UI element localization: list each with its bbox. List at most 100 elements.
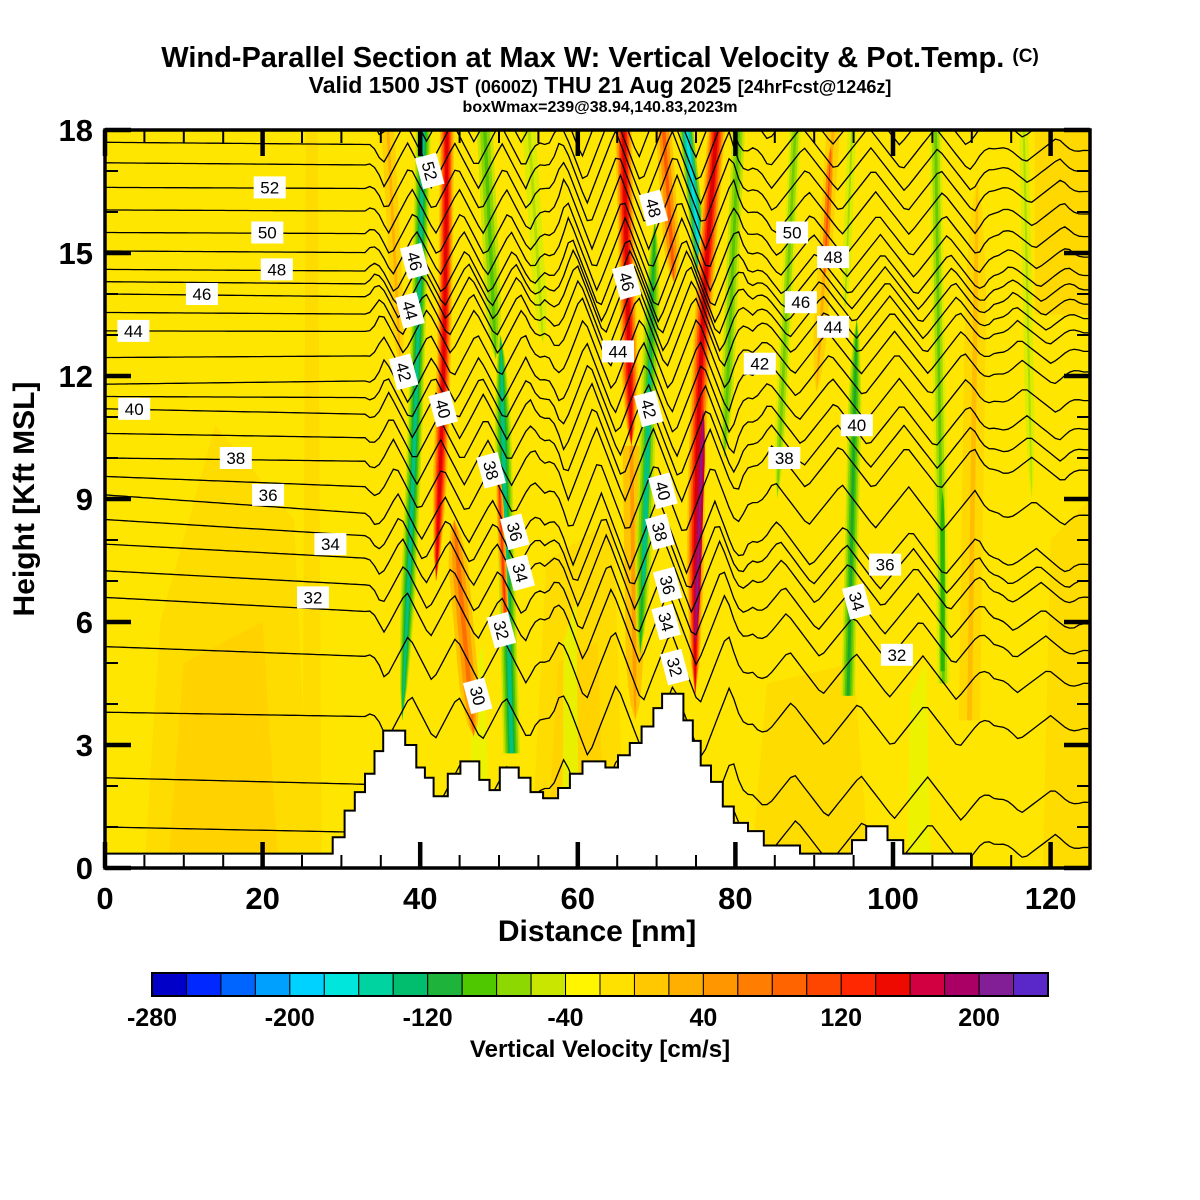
theta-contour-49 (105, 215, 1089, 293)
contour-label-text: 36 (503, 520, 526, 543)
colorbar-segment-0 (633, 972, 670, 997)
contour-label-34: 34 (505, 554, 536, 592)
vv-band-downdraft-117-layer1 (1022, 130, 1032, 499)
contour-label-box (476, 451, 506, 489)
contour-labels-layer: 52 50 48 46 44 40 38 36 34 32 52 46 44 42 40 38 36 34 32 30… (117, 152, 913, 715)
contour-label-32: 32 (486, 611, 517, 649)
contour-label-text: 48 (824, 248, 843, 267)
contour-label-text: 42 (392, 360, 415, 383)
y-tick-label: 9 (76, 482, 93, 517)
y-tick-label: 12 (59, 359, 93, 394)
contour-label-text: 50 (258, 224, 277, 243)
contour-label-44: 44 (817, 315, 850, 338)
contour-label-box (768, 447, 801, 469)
colorbar-tick-label: -120 (403, 1004, 453, 1032)
contour-label-text: 52 (418, 160, 441, 183)
contour-label-text: 32 (489, 619, 512, 642)
contour-label-40: 40 (648, 472, 678, 510)
contour-label-text: 50 (783, 224, 802, 243)
contour-label-text: 46 (192, 285, 211, 304)
contour-label-text: 48 (641, 196, 664, 219)
contour-label-text: 32 (887, 646, 906, 665)
theta-contour-53 (105, 130, 1089, 206)
contour-label-text: 38 (648, 520, 671, 543)
y-tick-label: 3 (76, 728, 93, 763)
contour-label-box (185, 283, 218, 305)
x-tick-label: 100 (867, 881, 919, 916)
colorbar-segment--120 (427, 972, 463, 997)
contour-label-text: 44 (124, 322, 143, 341)
theta-contour-35 (105, 517, 1089, 594)
max-w-note: boxWmax=239@38.94,140.83,2023m (462, 99, 738, 116)
colorbar-segment-80 (771, 972, 808, 997)
x-tick-label: 60 (561, 881, 595, 916)
contour-label-48: 48 (638, 189, 669, 227)
contour-label-box (842, 583, 872, 620)
contour-label-text: 40 (651, 479, 674, 502)
contour-label-box (297, 586, 329, 609)
colorbar-segment--260 (185, 972, 222, 997)
contour-label-text: 34 (321, 535, 340, 554)
contour-label-text: 44 (824, 318, 843, 337)
colorbar-tick-label: -40 (547, 1004, 583, 1032)
theta-contour-46 (105, 264, 1089, 335)
theta-contour-41 (105, 364, 1089, 434)
colorbar-segment--240 (220, 972, 256, 997)
theta-contour-30 (105, 684, 1089, 759)
contour-label-36: 36 (869, 553, 902, 576)
colorbar-segment--100 (461, 972, 498, 997)
contour-label-box (117, 319, 150, 342)
contour-label-text: 34 (845, 590, 868, 613)
contour-label-38: 38 (476, 451, 506, 489)
contour-label-box (260, 258, 293, 281)
contour-label-box (880, 643, 913, 666)
contour-label-box (869, 553, 902, 576)
contour-label-box (414, 152, 445, 190)
contour-label-box (784, 291, 817, 314)
theta-contour-33 (105, 565, 1089, 639)
theta-contour-43 (105, 318, 1089, 390)
contour-label-text: 36 (876, 556, 895, 575)
contour-label-box (817, 315, 850, 338)
vv-band-downdraft-2-layer2 (483, 130, 497, 360)
colorbar-tick-label: 200 (958, 1004, 1000, 1032)
colorbar-segment--160 (358, 972, 394, 997)
contour-label-text: 44 (398, 299, 421, 322)
contour-label-text: 38 (226, 449, 245, 468)
x-tick-label: 0 (96, 881, 113, 916)
contour-label-40: 40 (118, 397, 151, 420)
contour-label-38: 38 (768, 447, 801, 469)
contour-label-text: 34 (508, 561, 531, 584)
theta-contour-54 (105, 130, 1089, 181)
contour-label-38: 38 (645, 513, 675, 551)
contour-label-box (602, 340, 634, 363)
colorbar-segment-40 (702, 972, 739, 997)
colorbar-segment--200 (289, 972, 325, 997)
contour-label-46: 46 (611, 263, 642, 301)
vv-band-updraft-small-mid-layer2 (498, 466, 507, 647)
shade-patch-gold-right-low (751, 663, 870, 868)
y-tick-label: 15 (59, 236, 93, 271)
colorbar-caption: Vertical Velocity [cm/s] (470, 1036, 730, 1063)
contour-label-48: 48 (817, 246, 850, 269)
contour-label-52: 52 (414, 152, 445, 190)
theta-contour-37 (105, 463, 1089, 532)
contour-label-text: 38 (479, 459, 502, 482)
contour-label-text: 40 (431, 397, 454, 420)
contour-label-text: 34 (654, 611, 677, 634)
theta-contour-32 (105, 587, 1089, 667)
contour-label-46: 46 (399, 242, 430, 280)
contour-label-38: 38 (219, 447, 252, 469)
colorbar-segment-180 (944, 972, 980, 997)
colorbar-segment-120 (840, 972, 877, 997)
colorbar-segment-60 (737, 972, 773, 997)
contour-label-box (659, 648, 690, 686)
contour-label-text: 30 (466, 684, 489, 707)
contour-label-box (505, 554, 536, 592)
shade-patch-ygreen-wisp-103 (907, 663, 931, 868)
contour-label-text: 40 (847, 416, 866, 435)
contour-label-36: 36 (500, 513, 530, 551)
theta-contour-40 (105, 382, 1089, 458)
contour-label-32: 32 (659, 648, 690, 686)
